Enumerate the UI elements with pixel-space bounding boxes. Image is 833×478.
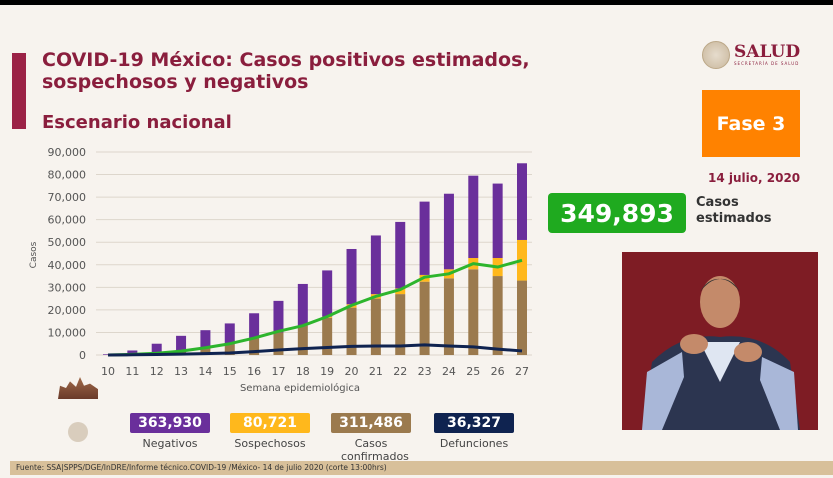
legend-value: 311,486 [331,413,411,433]
y-tick-label: 70,000 [48,191,87,204]
bar-casos-confirmados [224,343,235,355]
x-tick-label: 15 [223,365,237,378]
chart: 0 10,000 20,000 30,000 40,000 50,000 60,000 70,… [29,146,532,394]
bar-casos-confirmados [322,317,333,355]
bar-casos-confirmados [297,325,308,355]
bar-casos-confirmados [517,280,527,355]
bar-casos-confirmados [419,281,430,355]
legend-label: Negativos [142,437,198,450]
bar-negativos [517,163,527,240]
x-tick-label: 23 [418,365,432,378]
x-tick-label: 20 [345,365,359,378]
salud-logo: SALUD SECRETARÍA DE SALUD [702,41,800,69]
estimated-cases-label: Casos estimados [696,195,772,227]
bar-negativos [443,193,454,270]
x-tick-label: 27 [515,365,529,378]
x-axis-title: Semana epidemiológica [240,382,360,394]
bar-negativos [127,350,138,355]
legend-label: Casos confirmados [341,437,409,463]
logo-text: SALUD [734,42,801,62]
legend-value: 80,721 [230,413,310,433]
x-tick-label: 14 [198,365,212,378]
bar-casos-confirmados [273,332,284,355]
bar-negativos [200,330,211,349]
legend-sospechosos: 80,721 Sospechosos [230,413,310,450]
sign-language-interpreter-video [622,252,818,430]
title-accent-bar [12,53,26,129]
legend-value: 363,930 [130,413,210,433]
x-tick-label: 12 [150,365,164,378]
x-tick-label: 10 [101,365,115,378]
label-line: estimados [696,211,772,226]
phase-badge: Fase 3 [702,90,800,157]
x-tick-label: 19 [320,365,334,378]
bar-sospechosos [395,288,406,295]
legend-negativos: 363,930 Negativos [130,413,210,450]
bar-negativos [395,221,406,289]
y-tick-label: 80,000 [48,169,87,182]
legend-confirmados: 311,486 Casos confirmados [331,413,411,463]
bar-casos-confirmados [346,307,357,355]
y-axis-title: Casos [29,241,39,268]
bar-casos-confirmados [370,298,381,355]
x-tick-label: 16 [247,365,261,378]
x-tick-label: 18 [296,365,310,378]
x-tick-label: 11 [125,365,139,378]
y-tick-label: 60,000 [48,214,87,227]
page-subtitle: Escenario nacional [42,112,232,133]
bar-negativos [492,183,503,259]
x-tick-label: 25 [466,365,480,378]
y-tick-label: 20,000 [48,304,87,317]
bar-casos-confirmados [443,278,454,355]
label-line: Casos [696,195,739,210]
bar-negativos [346,248,357,305]
bar-casos-confirmados [249,338,260,355]
bar-casos-confirmados [200,348,211,355]
y-tick-label: 0 [79,349,86,362]
bar-negativos [419,201,430,275]
estimated-cases-value: 349,893 [548,193,686,233]
y-tick-label: 90,000 [48,146,87,159]
bar-casos-confirmados [395,294,406,355]
legend-label: Sospechosos [234,437,306,450]
x-tick-label: 17 [271,365,285,378]
page-title: COVID-19 México: Casos positivos estimad… [42,49,530,93]
legend-label: Defunciones [439,437,509,450]
report-date: 14 julio, 2020 [708,171,801,185]
interpreter-figure [622,252,818,430]
bar-negativos [322,270,333,317]
y-tick-label: 30,000 [48,281,87,294]
x-tick-label: 26 [491,365,505,378]
seal-icon [68,422,88,442]
source-footer: Fuente: SSA|SPPS/DGE/InDRE/Informe técni… [10,461,833,475]
bar-negativos [297,283,308,326]
bar-negativos [273,300,284,333]
legend-defunciones: 36,327 Defunciones [434,413,514,450]
bar-negativos [151,343,162,354]
line-defunciones [107,343,523,357]
y-tick-label: 50,000 [48,236,87,249]
bar-negativos [176,335,187,352]
bar-negativos [468,175,479,259]
x-tick-label: 21 [369,365,383,378]
bar-negativos [249,313,260,339]
y-tick-label: 40,000 [48,259,87,272]
y-tick-label: 10,000 [48,326,87,339]
x-tick-label: 24 [442,365,456,378]
x-tick-label: 22 [393,365,407,378]
seal-icon [702,41,730,69]
line-casos-estimados [107,258,523,357]
x-tick-label: 13 [174,365,188,378]
slide: COVID-19 México: Casos positivos estimad… [0,5,833,478]
bar-casos-confirmados [468,269,479,355]
bar-negativos [370,235,381,295]
bar-casos-confirmados [492,276,503,355]
logo-subtext: SECRETARÍA DE SALUD [734,61,800,66]
bar-negativos [224,323,235,344]
legend-value: 36,327 [434,413,514,433]
